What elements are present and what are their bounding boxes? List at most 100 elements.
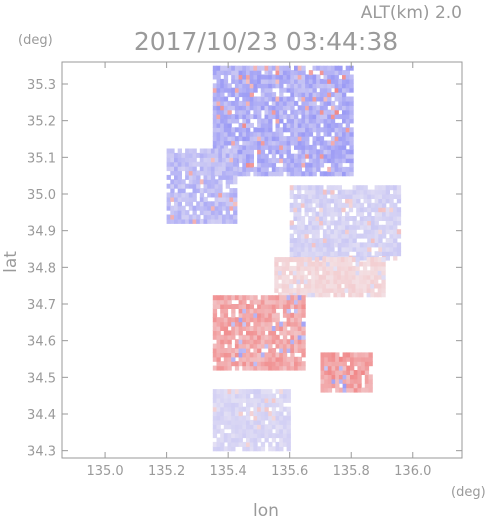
- heatmap-cell: [316, 122, 321, 128]
- heatmap-cell: [305, 105, 310, 111]
- heatmap-cell: [242, 348, 247, 353]
- heatmap-cell: [246, 65, 251, 71]
- heatmap-cell: [274, 270, 279, 276]
- heatmap-cell: [220, 127, 225, 133]
- heatmap-cell: [268, 348, 273, 353]
- heatmap-cell: [177, 179, 182, 185]
- heatmap-cell: [177, 170, 182, 176]
- heatmap-cell: [345, 153, 350, 159]
- heatmap-cell: [286, 158, 291, 164]
- heatmap-cell: [393, 255, 398, 261]
- heatmap-cell: [301, 308, 306, 314]
- heatmap-cell: [210, 157, 216, 163]
- heatmap-cell: [253, 402, 258, 408]
- heatmap-cell: [367, 202, 372, 208]
- heatmap-cell: [231, 402, 236, 408]
- heatmap-cell: [231, 334, 236, 340]
- heatmap-cell: [323, 70, 328, 76]
- heatmap-cell: [229, 166, 234, 172]
- heatmap-cell: [330, 233, 335, 239]
- heatmap-cell: [334, 211, 339, 217]
- heatmap-cell: [264, 428, 269, 434]
- heatmap-cell: [345, 242, 350, 248]
- heatmap-cell: [188, 192, 194, 198]
- heatmap-cell: [316, 74, 321, 80]
- heatmap-cell: [301, 114, 306, 120]
- heatmap-cell: [271, 105, 277, 111]
- heatmap-cell: [279, 78, 284, 84]
- heatmap-cell: [253, 393, 258, 399]
- heatmap-cell: [279, 140, 284, 146]
- heatmap-cell: [234, 92, 240, 98]
- heatmap-cell: [268, 87, 273, 93]
- heatmap-cell: [311, 198, 317, 204]
- heatmap-cell: [382, 233, 387, 239]
- heatmap-cell: [294, 312, 299, 318]
- heatmap-cell: [290, 78, 295, 84]
- heatmap-cell: [345, 100, 350, 106]
- heatmap-cell: [242, 70, 247, 76]
- heatmap-cell: [257, 433, 262, 439]
- heatmap-cell: [257, 131, 262, 137]
- heatmap-cell: [294, 74, 299, 80]
- heatmap-cell: [216, 127, 221, 133]
- heatmap-cell: [337, 265, 342, 271]
- heatmap-cell: [264, 402, 269, 408]
- heatmap-cell: [216, 295, 221, 301]
- heatmap-cell: [268, 312, 273, 318]
- heatmap-cell: [285, 279, 290, 285]
- heatmap-cell: [229, 196, 234, 202]
- heatmap-cell: [238, 166, 243, 172]
- heatmap-cell: [271, 415, 277, 421]
- heatmap-cell: [282, 162, 288, 168]
- heatmap-cell: [166, 196, 171, 202]
- heatmap-cell: [281, 261, 286, 267]
- heatmap-cell: [260, 149, 266, 155]
- heatmap-cell: [374, 251, 379, 257]
- heatmap-cell: [242, 339, 247, 345]
- heatmap-cell: [242, 96, 247, 102]
- heatmap-cell: [341, 233, 346, 239]
- heatmap-cell: [282, 348, 288, 353]
- heatmap-cell: [319, 207, 324, 213]
- heatmap-cell: [389, 229, 394, 235]
- heatmap-cell: [231, 70, 236, 76]
- heatmap-cell: [249, 162, 254, 168]
- heatmap-cell: [234, 441, 240, 447]
- heatmap-cell: [275, 334, 280, 340]
- heatmap-cell: [166, 214, 171, 220]
- heatmap-cell: [174, 218, 179, 224]
- heatmap-cell: [342, 74, 347, 80]
- heatmap-cell: [333, 270, 338, 276]
- heatmap-cell: [199, 196, 205, 202]
- heatmap-cell: [292, 279, 298, 285]
- heatmap-cell: [257, 109, 262, 115]
- heatmap-cell: [337, 261, 342, 267]
- heatmap-cell: [333, 274, 338, 280]
- heatmap-cell: [199, 161, 205, 167]
- heatmap-cell: [210, 183, 216, 189]
- heatmap-cell: [377, 270, 382, 276]
- heatmap-cell: [279, 144, 284, 150]
- heatmap-cell: [374, 189, 379, 195]
- heatmap-cell: [293, 202, 298, 208]
- heatmap-cell: [382, 194, 387, 199]
- heatmap-cell: [238, 348, 243, 353]
- heatmap-cell: [297, 220, 302, 226]
- heatmap-cell: [352, 233, 357, 239]
- heatmap-cell: [227, 65, 232, 71]
- heatmap-cell: [242, 389, 247, 395]
- heatmap-cell: [282, 415, 288, 421]
- heatmap-cell: [377, 292, 382, 298]
- heatmap-cell: [264, 411, 269, 417]
- heatmap-cell: [312, 105, 317, 111]
- heatmap-cell: [389, 246, 394, 252]
- heatmap-cell: [282, 166, 288, 172]
- heatmap-cell: [275, 136, 280, 142]
- heatmap-cell: [264, 433, 269, 439]
- heatmap-cell: [220, 308, 225, 314]
- heatmap-cell: [293, 198, 298, 204]
- heatmap-cell: [322, 274, 327, 280]
- heatmap-cell: [264, 304, 269, 309]
- heatmap-cell: [334, 158, 339, 164]
